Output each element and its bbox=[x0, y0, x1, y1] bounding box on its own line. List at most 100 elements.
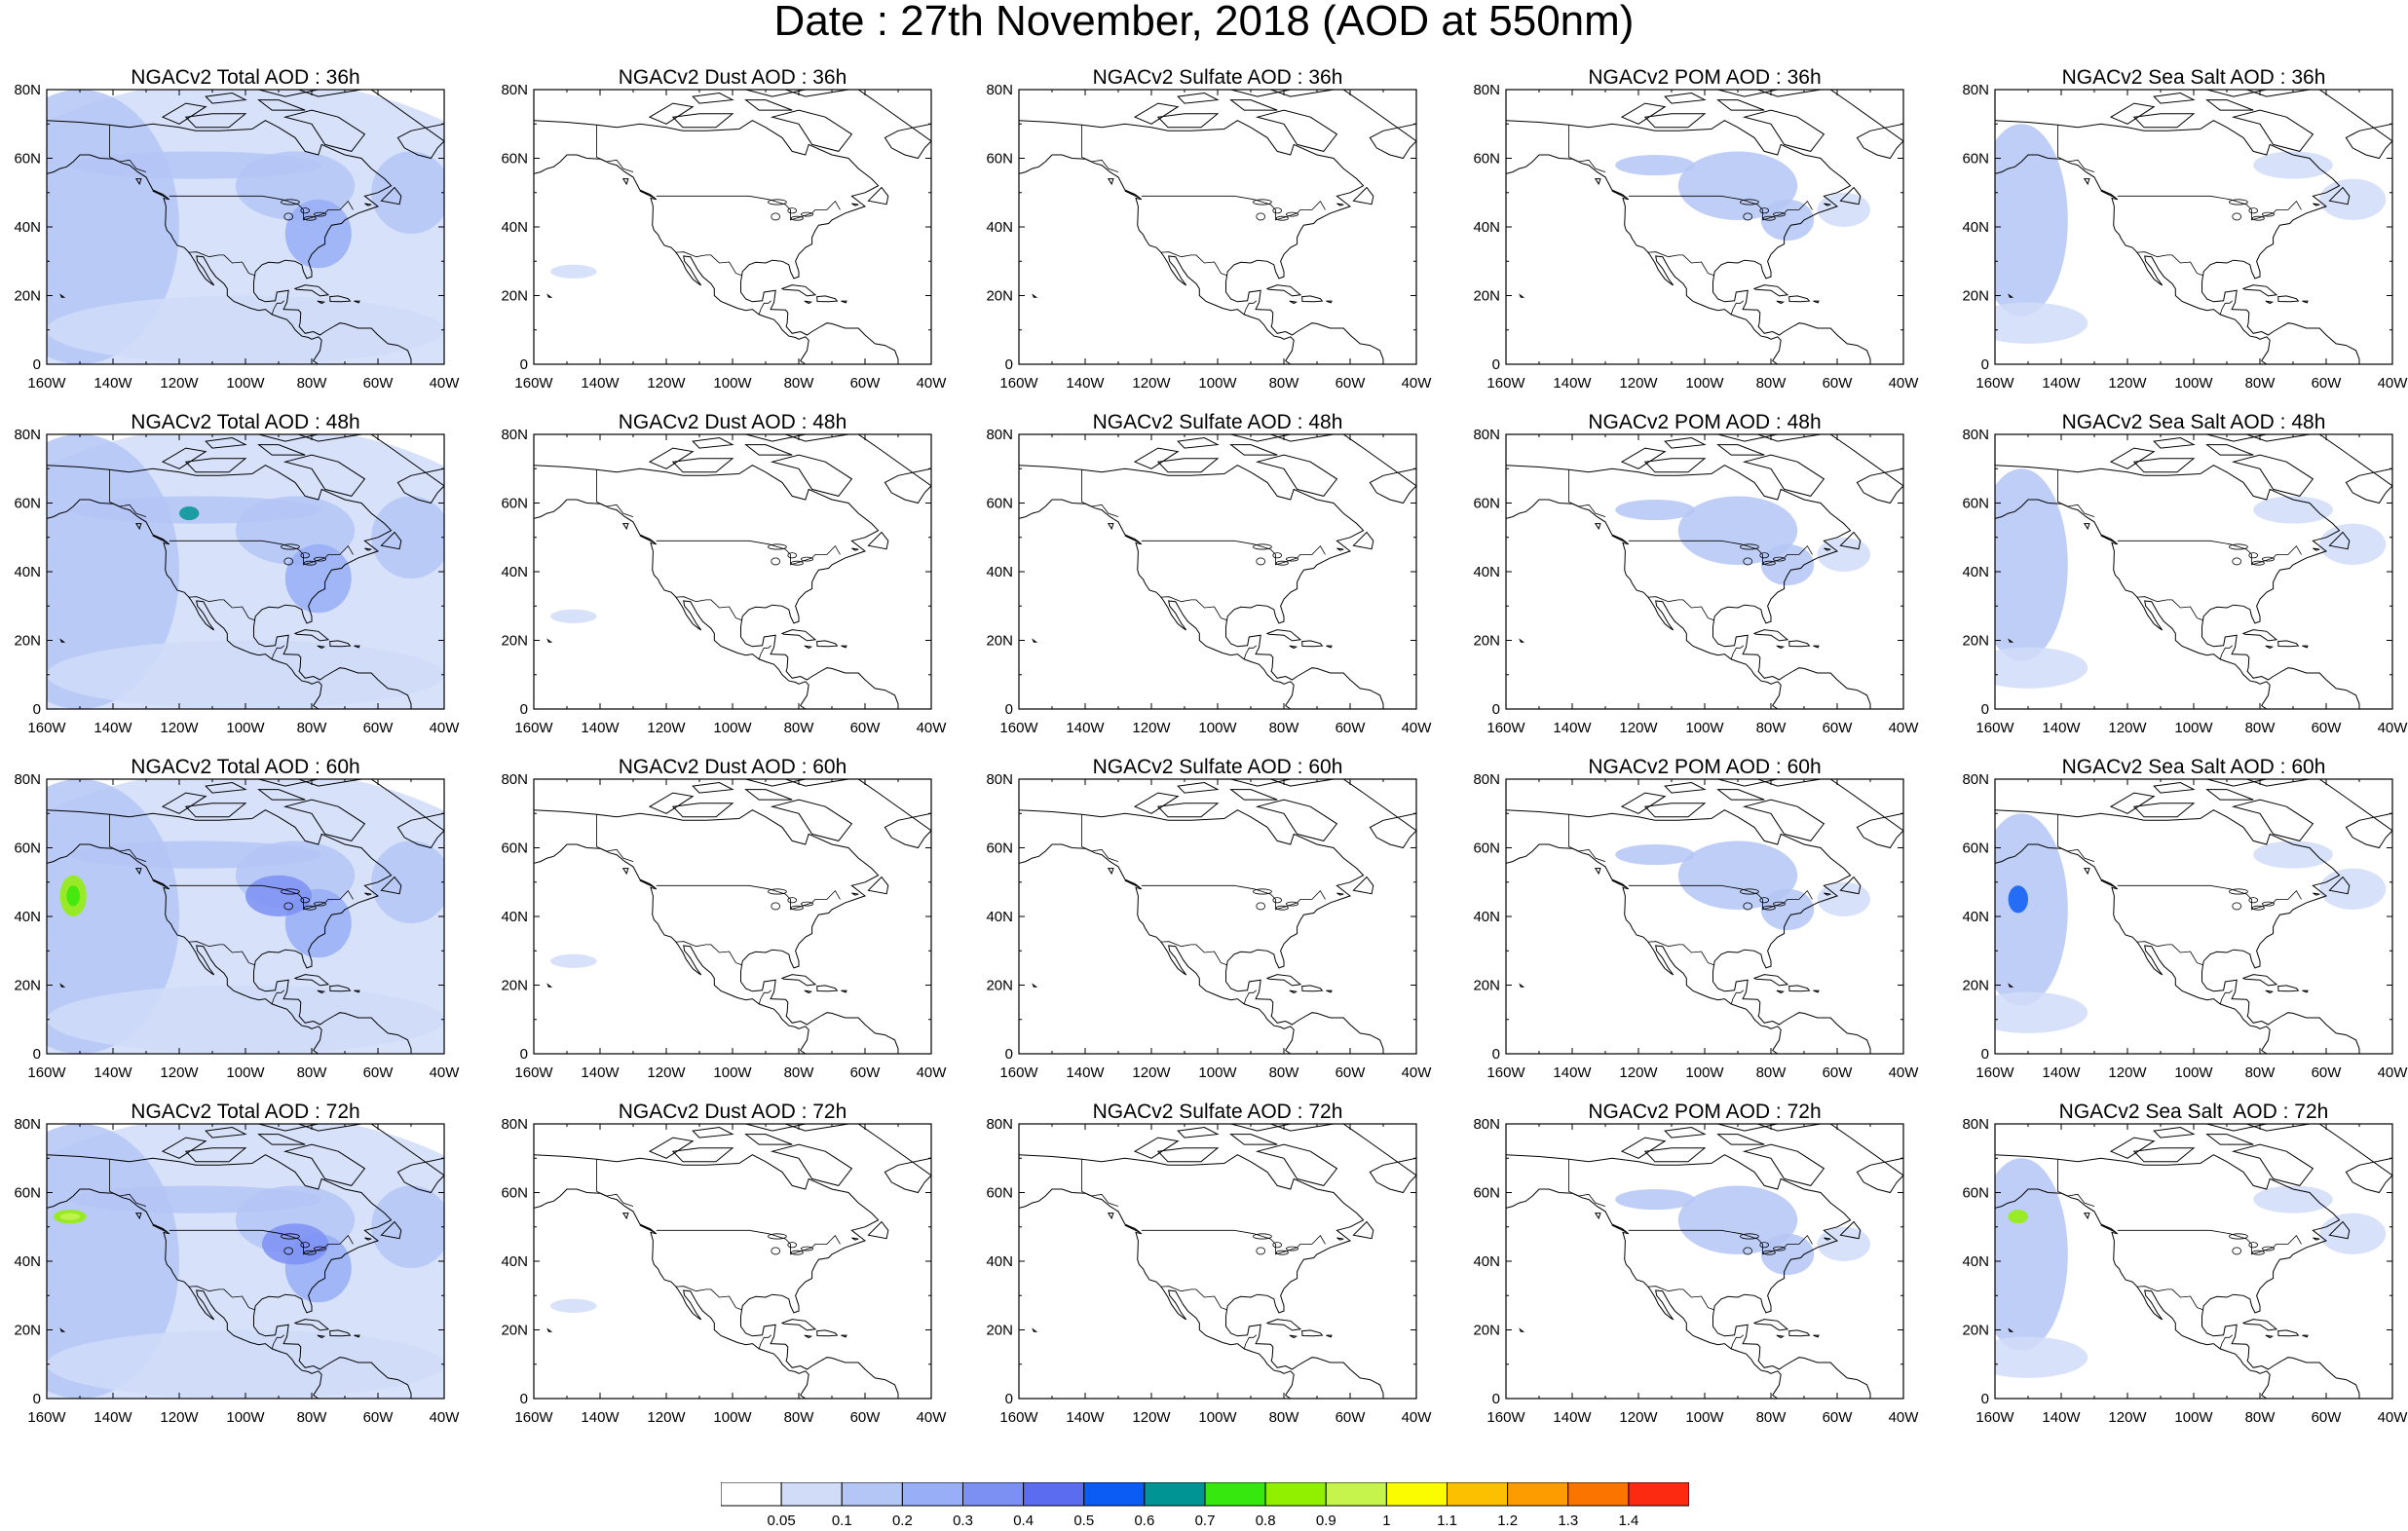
island-outline bbox=[293, 974, 330, 987]
lon-tick-label: 40W bbox=[2378, 1064, 2408, 1081]
country-border bbox=[1568, 469, 1606, 517]
country-border bbox=[1141, 195, 1326, 221]
lon-tick-label: 120W bbox=[2108, 720, 2147, 736]
aod-plume bbox=[1677, 1185, 1798, 1254]
lat-tick-label: 80N bbox=[1473, 1116, 1500, 1133]
island-outline bbox=[2153, 781, 2196, 794]
lon-tick-label: 120W bbox=[647, 1064, 686, 1081]
lake-outline bbox=[2228, 199, 2248, 205]
country-border bbox=[1243, 645, 1258, 660]
lon-tick-label: 120W bbox=[160, 375, 199, 392]
aod-plume bbox=[2253, 840, 2333, 869]
island-outline bbox=[1717, 434, 1778, 442]
map-panel: NGACv2 Dust AOD : 72h 160W 140W 120W 100W 80W… bbox=[487, 1101, 948, 1432]
country-border bbox=[109, 1159, 147, 1207]
lon-tick-label: 60W bbox=[1823, 1064, 1854, 1081]
colorbar-label: 0.05 bbox=[768, 1512, 796, 1529]
island-outline bbox=[851, 547, 859, 551]
lon-tick-label: 40W bbox=[2378, 375, 2408, 392]
island-outline bbox=[2241, 1319, 2278, 1331]
lake-outline bbox=[771, 557, 781, 566]
lat-tick-label: 40N bbox=[14, 219, 41, 236]
island-outline bbox=[1519, 638, 1525, 643]
island-outline bbox=[354, 1334, 360, 1338]
lon-tick-label: 100W bbox=[226, 1409, 265, 1426]
lon-tick-label: 60W bbox=[1336, 720, 1367, 736]
lat-tick-label: 60N bbox=[501, 496, 528, 512]
island-outline bbox=[134, 868, 142, 876]
island-outline bbox=[282, 109, 366, 152]
lake-outline bbox=[1739, 1233, 1759, 1240]
coastline bbox=[1506, 1188, 1782, 1399]
island-outline bbox=[1716, 99, 1765, 111]
aod-plume bbox=[59, 1213, 80, 1220]
island-outline bbox=[1177, 781, 1220, 794]
lon-tick-label: 160W bbox=[999, 1409, 1038, 1426]
island-outline bbox=[692, 781, 734, 794]
lat-tick-label: 0 bbox=[33, 1046, 41, 1063]
lon-tick-label: 100W bbox=[226, 375, 265, 392]
country-border bbox=[1648, 251, 1714, 277]
island-outline bbox=[744, 444, 793, 456]
island-outline bbox=[152, 190, 169, 199]
island-outline bbox=[1352, 531, 1374, 550]
country-border bbox=[1628, 1229, 1813, 1255]
lat-tick-label: 40N bbox=[1473, 1253, 1500, 1270]
colorbar-label: 0.6 bbox=[1134, 1512, 1154, 1529]
coastline bbox=[1506, 809, 1871, 1054]
island-outline bbox=[1813, 990, 1820, 993]
coastline bbox=[47, 809, 412, 1054]
coastline bbox=[1506, 499, 1782, 709]
country-border bbox=[271, 645, 285, 660]
lon-tick-label: 160W bbox=[1486, 1409, 1525, 1426]
island-outline bbox=[1776, 990, 1786, 994]
colorbar-swatch bbox=[1628, 1482, 1689, 1507]
island-outline bbox=[152, 1224, 169, 1233]
lon-tick-label: 40W bbox=[917, 1409, 948, 1426]
lake-outline bbox=[300, 1242, 311, 1249]
lake-outline bbox=[283, 557, 294, 566]
colorbar-swatch bbox=[1447, 1482, 1509, 1507]
island-outline bbox=[2109, 1137, 2156, 1159]
lat-tick-label: 20N bbox=[986, 288, 1013, 305]
island-outline bbox=[1265, 974, 1302, 987]
island-outline bbox=[1611, 1224, 1628, 1233]
island-outline bbox=[1124, 535, 1141, 543]
lake-outline bbox=[2228, 888, 2248, 895]
island-outline bbox=[621, 1213, 629, 1220]
island-outline bbox=[692, 436, 734, 449]
island-outline bbox=[2318, 434, 2392, 504]
island-outline bbox=[2313, 1237, 2320, 1241]
island-outline bbox=[639, 535, 656, 543]
coastline bbox=[47, 499, 322, 709]
map-panel: NGACv2 Sulfate AOD : 36h 160W 140W 120W 100W… bbox=[972, 66, 1432, 397]
lon-tick-label: 40W bbox=[1402, 1409, 1433, 1426]
coastline bbox=[47, 1154, 412, 1399]
lat-tick-label: 40N bbox=[14, 909, 41, 925]
lat-tick-label: 20N bbox=[14, 1323, 41, 1339]
country-border bbox=[189, 1286, 255, 1311]
map-svg: 160W 140W 120W 100W 80W 60W 40W 0 20N 40N 60N 80N bbox=[501, 771, 947, 1081]
map-svg: 160W 140W 120W 100W 80W 60W 40W 0 20N 40N 60N 80N bbox=[14, 771, 460, 1081]
aod-plume bbox=[1995, 647, 2088, 689]
colorbar-swatch bbox=[721, 1482, 782, 1507]
lon-tick-label: 100W bbox=[1685, 720, 1724, 736]
country-border bbox=[2117, 540, 2302, 566]
lat-tick-label: 40N bbox=[986, 1253, 1013, 1270]
lake-outline bbox=[787, 897, 798, 904]
coastline bbox=[47, 154, 322, 364]
colorbar-swatch bbox=[1023, 1482, 1085, 1507]
aod-plume bbox=[1995, 124, 2068, 317]
lon-tick-label: 140W bbox=[2042, 1064, 2081, 1081]
lat-tick-label: 80N bbox=[1962, 82, 1989, 98]
lat-tick-label: 20N bbox=[1473, 633, 1500, 650]
lake-outline bbox=[283, 902, 294, 911]
island-outline bbox=[857, 90, 931, 160]
country-border bbox=[1081, 1159, 1119, 1207]
map-svg: 160W 140W 120W 100W 80W 60W 40W 0 20N 40N 60N 80N bbox=[501, 82, 947, 392]
lake-outline bbox=[1762, 560, 1776, 566]
map-svg: 160W 140W 120W 100W 80W 60W 40W 0 20N 40N 60N 80N bbox=[986, 427, 1432, 736]
lake-outline bbox=[790, 560, 804, 566]
island-outline bbox=[2318, 1124, 2392, 1194]
colorbar-label: 0.5 bbox=[1073, 1512, 1094, 1529]
